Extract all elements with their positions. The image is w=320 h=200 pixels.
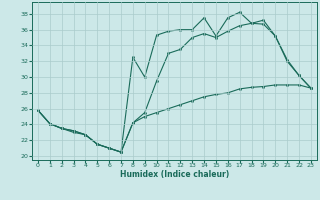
X-axis label: Humidex (Indice chaleur): Humidex (Indice chaleur) xyxy=(120,170,229,179)
